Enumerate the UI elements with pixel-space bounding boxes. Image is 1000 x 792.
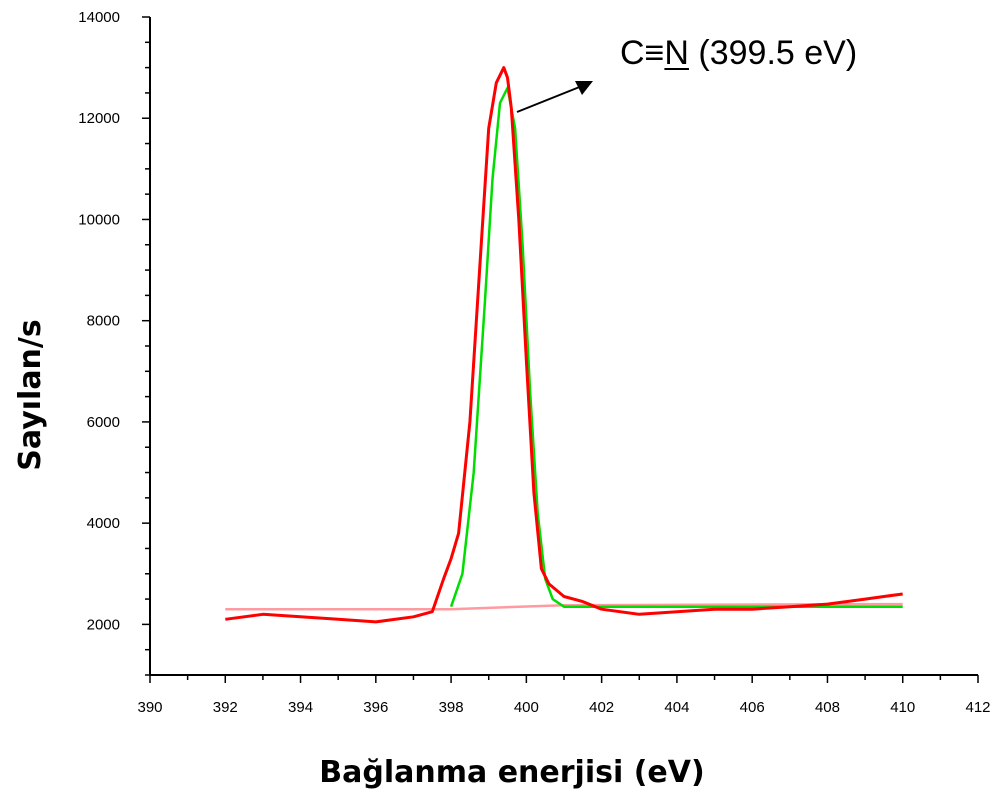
y-tick-label: 2000 (87, 616, 120, 633)
x-tick-label: 394 (288, 699, 313, 716)
y-axis-ticks: 2000 4000 6000 8000 10000 12000 14000 (78, 9, 150, 676)
series-line-0 (225, 66, 903, 624)
annotation-text: C≡N (399.5 eV) (620, 34, 857, 72)
annotation-arrow (516, 85, 583, 113)
x-tick-label: 400 (514, 699, 539, 716)
x-tick-label: 398 (439, 699, 464, 716)
annotation: C≡N (399.5 eV) (516, 34, 857, 113)
y-tick-label: 10000 (78, 211, 120, 228)
x-tick-label: 406 (740, 699, 765, 716)
x-tick-label: 392 (213, 699, 238, 716)
x-tick-label: 402 (589, 699, 614, 716)
y-tick-label: 8000 (87, 313, 120, 330)
y-axis-title: Sayılan/s (13, 319, 48, 470)
annotation-arrowhead (575, 81, 593, 95)
x-tick-label: 408 (815, 699, 840, 716)
series-line-1 (225, 602, 903, 611)
x-axis-ticks: 390 392 394 396 398 400 402 404 406 408 410 412 (137, 675, 991, 716)
series-line-2 (449, 86, 903, 608)
series-layer (225, 66, 903, 624)
x-tick-label: 412 (965, 699, 990, 716)
x-tick-label: 404 (664, 699, 689, 716)
y-tick-label: 14000 (78, 9, 120, 26)
y-tick-label: 4000 (87, 515, 120, 532)
x-tick-label: 390 (137, 699, 162, 716)
x-axis-title: Bağlanma enerjisi (eV) (319, 755, 704, 790)
y-tick-label: 12000 (78, 110, 120, 127)
x-tick-label: 396 (363, 699, 388, 716)
x-tick-label: 410 (890, 699, 915, 716)
y-tick-label: 6000 (87, 414, 120, 431)
